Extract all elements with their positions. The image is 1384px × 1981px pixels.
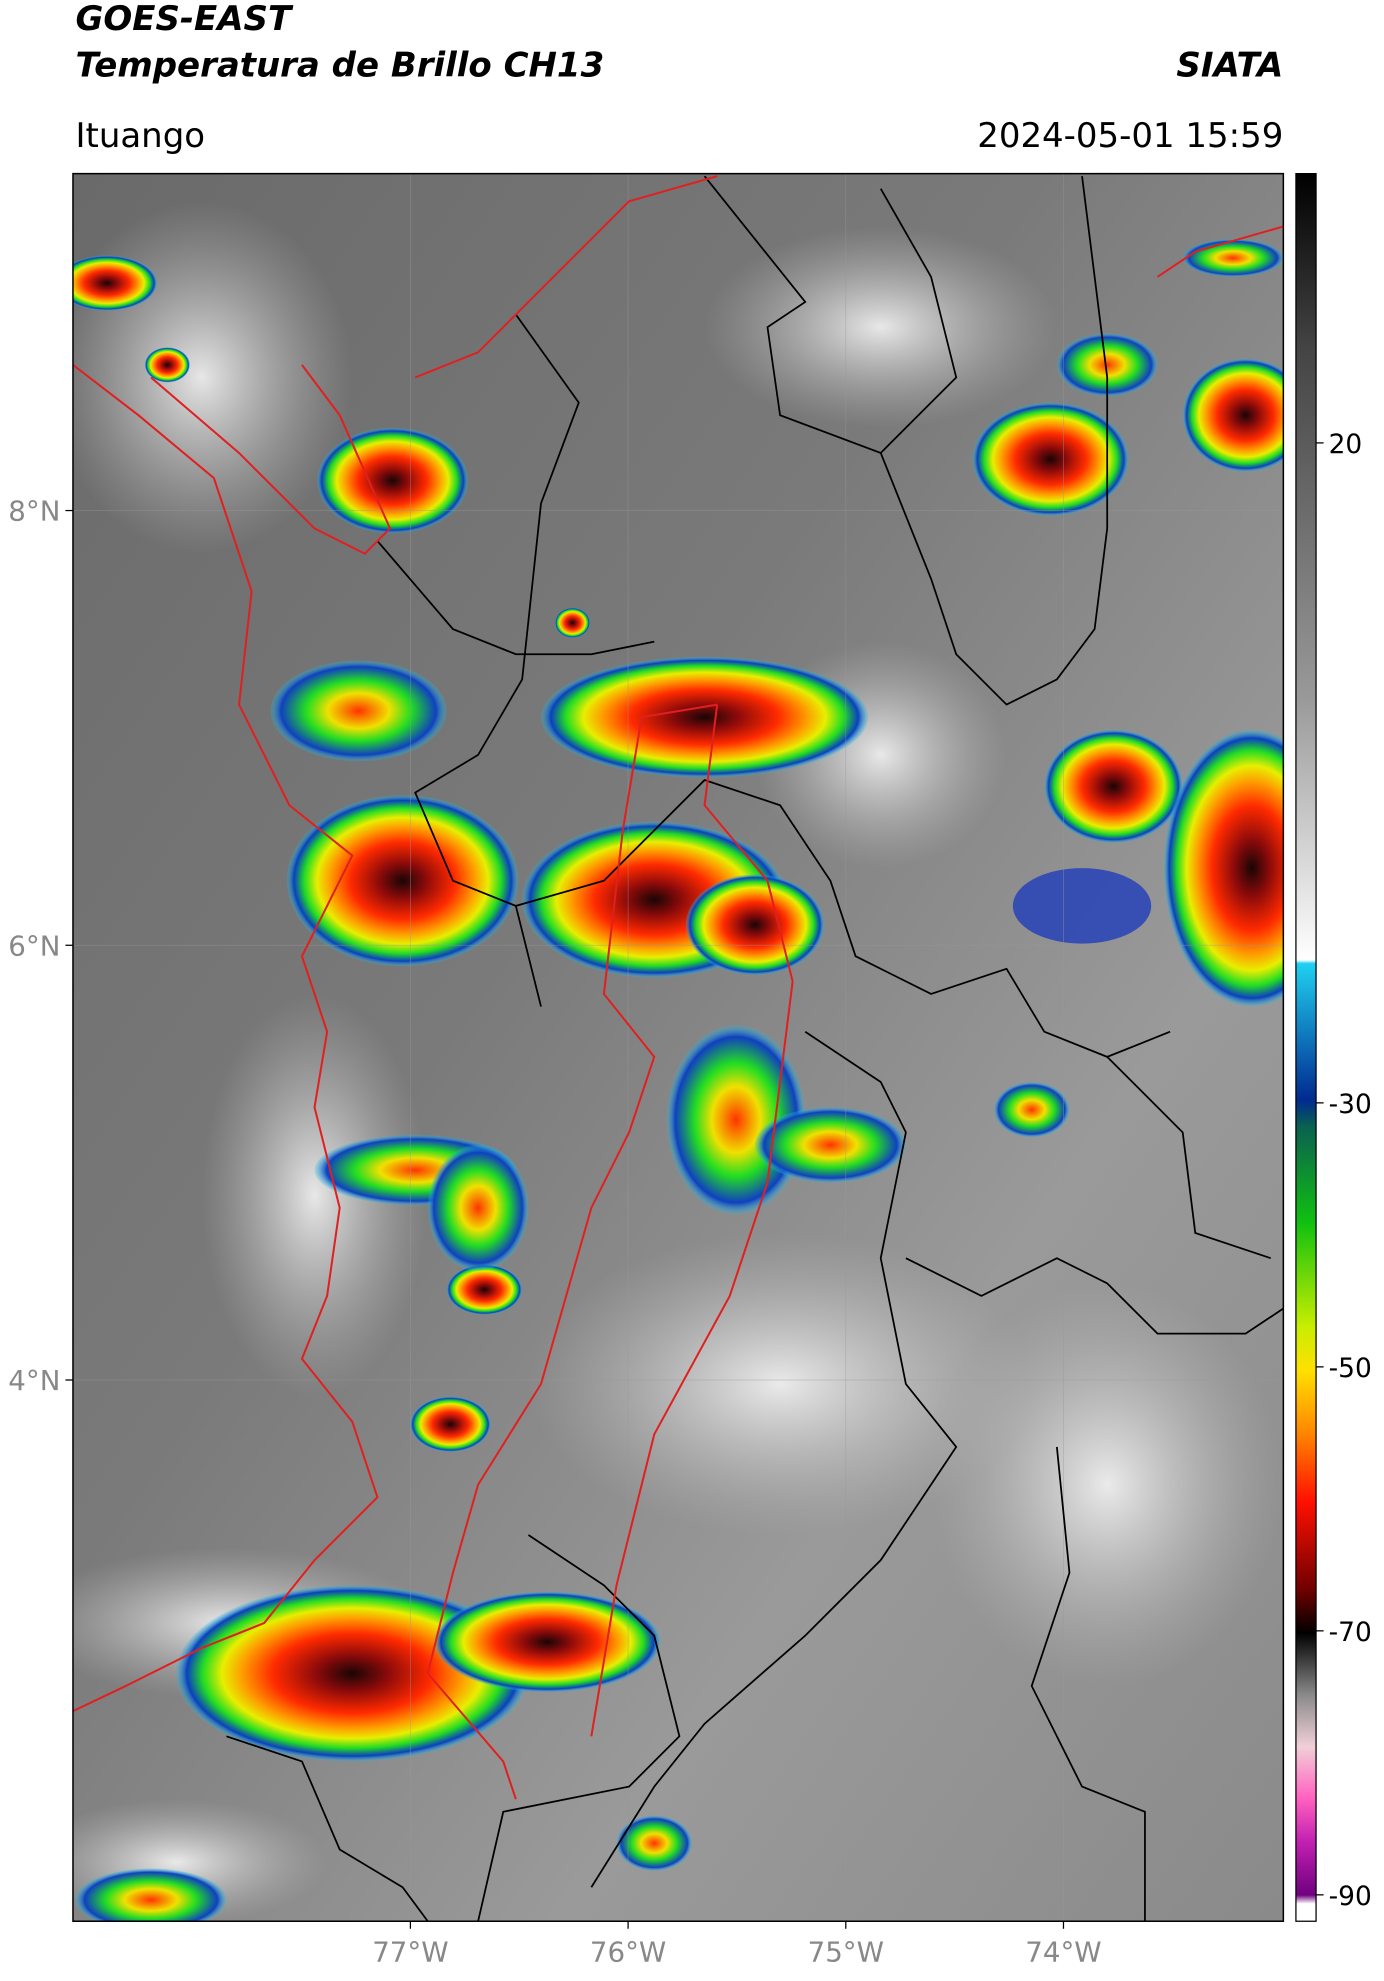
map-frame — [72, 172, 1285, 1922]
datetime: 2024-05-01 15:59 — [977, 116, 1283, 156]
source: SIATA — [1176, 46, 1283, 86]
colorbar-tick-label: -50 — [1329, 1353, 1372, 1384]
colorbar-tick-label: 20 — [1329, 429, 1363, 460]
x-tick-label: 76°W — [590, 1935, 666, 1968]
title: GOES-EAST — [75, 0, 293, 39]
x-tick-label: 74°W — [1025, 1935, 1101, 1968]
colorbar-tick-label: -90 — [1329, 1881, 1372, 1912]
grid — [72, 173, 1284, 1922]
colorbar-tick-label: -70 — [1329, 1617, 1372, 1648]
location: Ituango — [75, 116, 205, 156]
coast-borders — [72, 175, 1284, 1800]
subtitle: Temperatura de Brillo CH13 — [75, 46, 604, 86]
y-tick-label: 6°N — [8, 929, 60, 962]
y-tick-label: 4°N — [8, 1364, 60, 1397]
colorbar-tick-label: -30 — [1329, 1089, 1372, 1120]
x-tick-label: 75°W — [808, 1935, 884, 1968]
storm-cells — [72, 239, 1284, 1922]
y-tick-label: 8°N — [8, 495, 60, 528]
borders — [226, 175, 1284, 1922]
colorbar — [1295, 172, 1317, 1922]
x-tick-label: 77°W — [372, 1935, 448, 1968]
ticks: 77°W 76°W 75°W 74°W 8°N 6°N 4°N 20 -30 -50 -70 -90 — [8, 429, 1372, 1969]
map-area — [72, 173, 1284, 1922]
